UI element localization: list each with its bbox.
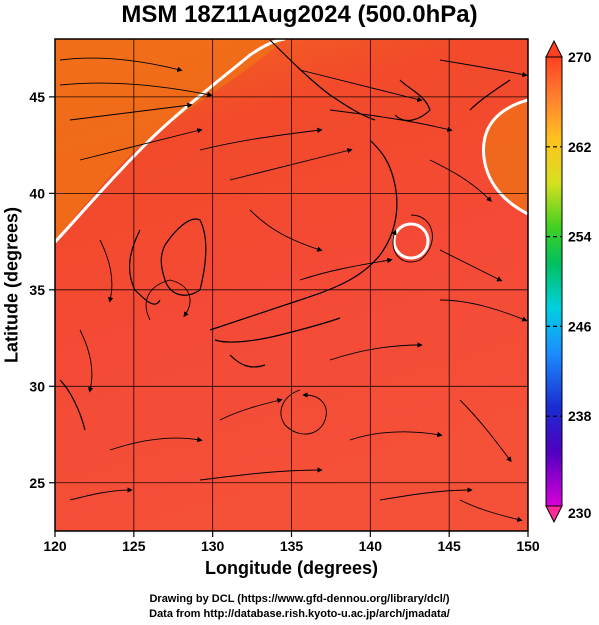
colorbar-min-arrow	[545, 505, 563, 524]
colorbar-tick-label: 254	[568, 229, 592, 245]
chart-title: MSM 18Z11Aug2024 (500.0hPa)	[121, 1, 478, 28]
colorbar: 270 262 254 246 238 230	[545, 39, 592, 524]
y-tick-label: 45	[29, 89, 45, 105]
colorbar-max-arrow	[545, 39, 563, 58]
x-axis-label: Longitude (degrees)	[204, 558, 378, 578]
colorbar-tick-label: 246	[568, 318, 592, 334]
y-tick-label: 30	[29, 378, 45, 394]
x-tick-label: 140	[359, 538, 383, 554]
colorbar-tick-label: 262	[568, 139, 592, 155]
axis-ticks: 120 125 130 135 140 145 150 25 30 35 40 45	[29, 89, 539, 554]
credit-dcl: Drawing by DCL (https://www.gfd-dennou.o…	[149, 593, 450, 605]
temperature-contour	[55, 39, 286, 244]
warm-region-nw	[55, 39, 285, 240]
x-tick-label: 125	[122, 538, 146, 554]
y-tick-label: 40	[29, 185, 45, 201]
x-tick-label: 135	[280, 538, 304, 554]
map-plot	[55, 39, 528, 531]
x-tick-label: 120	[43, 538, 67, 554]
y-axis-label: Latitude (degrees)	[1, 206, 22, 364]
cyclone-contour	[392, 222, 430, 260]
temperature-contour	[482, 98, 528, 216]
x-tick-label: 130	[201, 538, 225, 554]
colorbar-tick-label: 270	[568, 49, 592, 65]
y-tick-label: 25	[29, 475, 45, 491]
map-grid	[55, 39, 528, 531]
streamlines	[59, 57, 528, 522]
y-tick-label: 35	[29, 282, 45, 298]
x-tick-label: 150	[516, 538, 540, 554]
colorbar-tick-label: 238	[568, 408, 592, 424]
x-tick-label: 145	[437, 538, 461, 554]
colorbar-tick-label: 230	[568, 505, 592, 521]
credit-data-source: Data from http://database.rish.kyoto-u.a…	[149, 608, 450, 620]
